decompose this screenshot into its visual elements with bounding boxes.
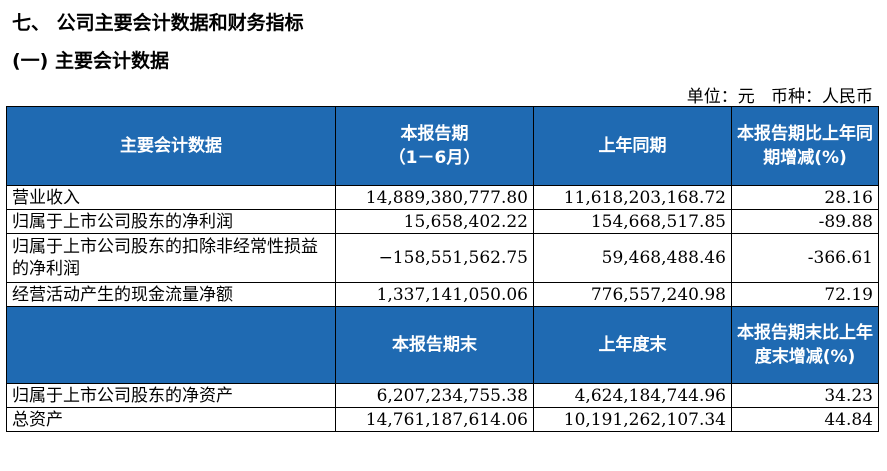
row-label: 总资产 — [6, 407, 336, 432]
row-current: 6,207,234,755.38 — [335, 383, 534, 408]
row-prior: 11,618,203,168.72 — [533, 185, 732, 210]
row-change: -366.61 — [731, 233, 879, 283]
subsection-title: (一) 主要会计数据 — [12, 50, 169, 72]
header-prior-year-end: 上年度末 — [533, 306, 732, 384]
table-header-row: 主要会计数据 本报告期 （1－6月） 上年同期 本报告期比上年同期增减(%) — [6, 106, 879, 186]
table-row: 总资产 14,761,187,614.06 10,191,262,107.34 … — [6, 407, 879, 432]
row-prior: 776,557,240.98 — [533, 282, 732, 307]
row-current: 15,658,402.22 — [335, 209, 534, 234]
table-row: 归属于上市公司股东的扣除非经常性损益的净利润 −158,551,562.75 5… — [6, 233, 879, 283]
header-period-end: 本报告期末 — [335, 306, 534, 384]
row-prior: 10,191,262,107.34 — [533, 407, 732, 432]
row-prior: 4,624,184,744.96 — [533, 383, 732, 408]
section-title: 七、 公司主要会计数据和财务指标 — [12, 12, 304, 34]
table-row: 归属于上市公司股东的净利润 15,658,402.22 154,668,517.… — [6, 209, 879, 234]
row-change: -89.88 — [731, 209, 879, 234]
row-label: 归属于上市公司股东的净利润 — [6, 209, 336, 234]
table-row: 归属于上市公司股东的净资产 6,207,234,755.38 4,624,184… — [6, 383, 879, 408]
header-current-period-line1: 本报告期 — [400, 124, 469, 144]
row-current: −158,551,562.75 — [335, 233, 534, 283]
header-change-pct: 本报告期比上年同期增减(%) — [731, 106, 879, 186]
row-label: 归属于上市公司股东的扣除非经常性损益的净利润 — [6, 233, 336, 283]
header-current-period: 本报告期 （1－6月） — [335, 106, 534, 186]
row-change: 34.23 — [731, 383, 879, 408]
header-prior-period: 上年同期 — [533, 106, 732, 186]
row-label: 经营活动产生的现金流量净额 — [6, 282, 336, 307]
header-blank — [6, 306, 336, 384]
table-row: 经营活动产生的现金流量净额 1,337,141,050.06 776,557,2… — [6, 282, 879, 307]
row-prior: 154,668,517.85 — [533, 209, 732, 234]
row-label: 归属于上市公司股东的净资产 — [6, 383, 336, 408]
row-prior: 59,468,488.46 — [533, 233, 732, 283]
header-change-pct-end: 本报告期末比上年度末增减(%) — [731, 306, 879, 384]
row-current: 1,337,141,050.06 — [335, 282, 534, 307]
table-row: 营业收入 14,889,380,777.80 11,618,203,168.72… — [6, 185, 879, 210]
row-current: 14,889,380,777.80 — [335, 185, 534, 210]
row-change: 44.84 — [731, 407, 879, 432]
row-change: 72.19 — [731, 282, 879, 307]
header-current-period-line2: （1－6月） — [388, 148, 481, 168]
table-header-row: 本报告期末 上年度末 本报告期末比上年度末增减(%) — [6, 306, 879, 384]
unit-currency-note: 单位：元 币种：人民币 — [686, 87, 873, 107]
accounting-data-table: 主要会计数据 本报告期 （1－6月） 上年同期 本报告期比上年同期增减(%) 营… — [6, 106, 879, 432]
header-main-data: 主要会计数据 — [6, 106, 336, 186]
row-label: 营业收入 — [6, 185, 336, 210]
row-current: 14,761,187,614.06 — [335, 407, 534, 432]
row-change: 28.16 — [731, 185, 879, 210]
